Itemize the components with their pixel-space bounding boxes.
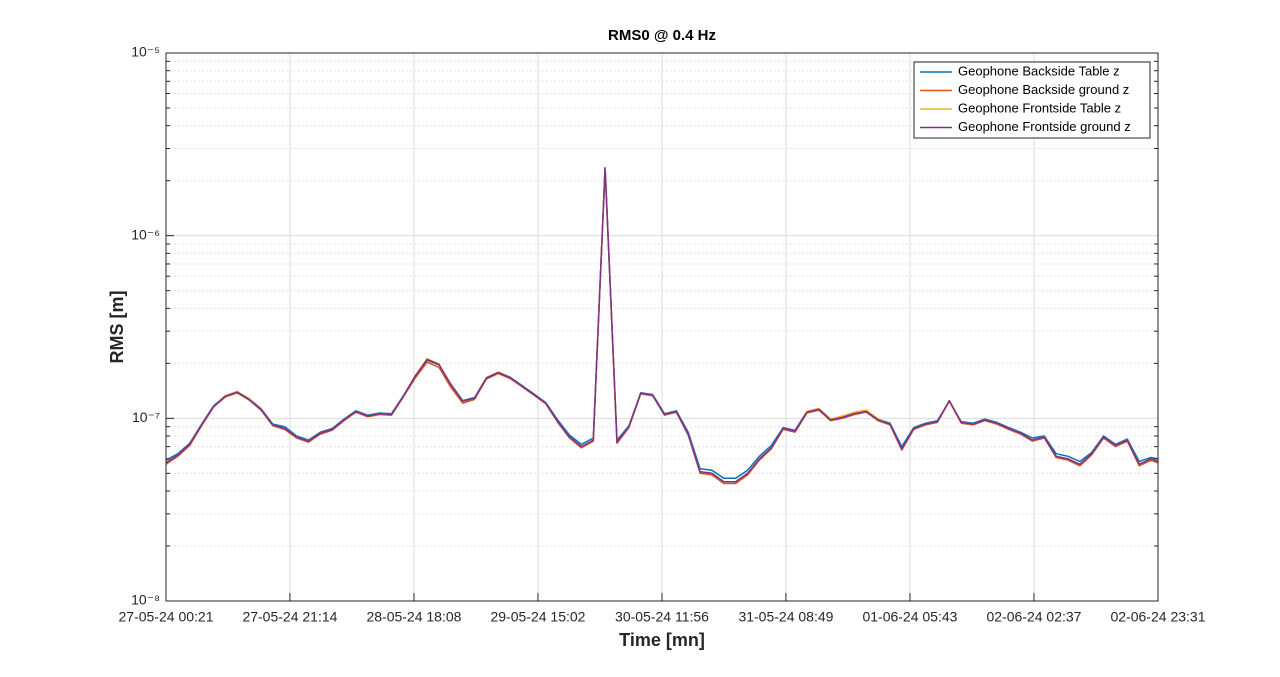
lines bbox=[165, 167, 1159, 485]
legend-label: Geophone Backside Table z bbox=[958, 63, 1120, 78]
x-tick-label: 28-05-24 18:08 bbox=[366, 609, 461, 625]
x-tick-label: 31-05-24 08:49 bbox=[738, 609, 833, 625]
series-line bbox=[165, 167, 1159, 483]
x-tick-label: 29-05-24 15:02 bbox=[490, 609, 585, 625]
x-tick-label: 02-06-24 23:31 bbox=[1111, 609, 1206, 625]
y-tick-label: 10⁻⁵ bbox=[131, 44, 160, 60]
x-tick-label: 27-05-24 21:14 bbox=[242, 609, 337, 625]
legend-label: Geophone Backside ground z bbox=[958, 82, 1129, 97]
y-tick-label: 10⁻⁸ bbox=[131, 592, 160, 608]
legend-label: Geophone Frontside Table z bbox=[958, 100, 1121, 115]
legend-box bbox=[913, 61, 1151, 139]
y-tick-label: 10⁻⁶ bbox=[131, 226, 160, 242]
x-tick-label: 27-05-24 00:21 bbox=[119, 609, 214, 625]
x-tick-label: 01-06-24 05:43 bbox=[862, 609, 957, 625]
ticks: 10⁻⁸ 10⁻⁷ 10⁻⁶ 10⁻⁵ 27-05-24 00:21 27-05-24 2… bbox=[119, 44, 1206, 625]
legend-label: Geophone Frontside ground z bbox=[958, 119, 1131, 134]
y-axis-label: RMS [m] bbox=[107, 291, 127, 364]
y-tick-label: 10⁻⁷ bbox=[132, 409, 160, 425]
legend: Geophone Backside Table z Geophone Backsi… bbox=[913, 61, 1151, 139]
x-axis-label: Time [mn] bbox=[619, 630, 705, 650]
chart-title: RMS0 @ 0.4 Hz bbox=[608, 27, 716, 44]
x-tick-label: 30-05-24 11:56 bbox=[615, 609, 709, 625]
x-tick-label: 02-06-24 02:37 bbox=[986, 609, 1081, 625]
